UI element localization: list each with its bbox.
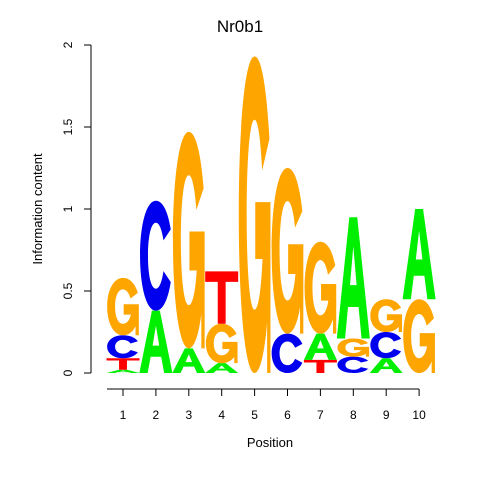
x-tick-label: 6: [284, 408, 291, 422]
y-axis-label: Information content: [30, 153, 45, 265]
x-tick-label: 7: [317, 408, 324, 422]
logo-letter-c-pos-6: [271, 333, 303, 374]
logo-letter-a-pos-9: [369, 358, 403, 373]
logo-letter-g-pos-5: [238, 56, 271, 373]
x-axis-label: Position: [247, 435, 293, 450]
y-tick-label: 0.5: [61, 282, 75, 299]
x-tick-label: 5: [251, 408, 258, 422]
logo-letter-g-pos-9: [370, 299, 403, 332]
logo-letter-t-pos-1: [106, 358, 140, 370]
y-tick-label: 0: [61, 369, 75, 376]
y-tick-label: 2: [61, 41, 75, 48]
x-tick-label: 4: [218, 408, 225, 422]
logo-letter-g-pos-3: [172, 131, 205, 349]
logo-letter-t-pos-7: [303, 359, 337, 373]
logo-letter-g-pos-6: [271, 168, 304, 334]
logo-letters: [106, 56, 436, 374]
logo-letter-t-pos-4: [205, 271, 239, 324]
logo-letter-a-pos-1: [106, 369, 140, 373]
logo-letter-a-pos-3: [172, 348, 206, 373]
x-tick-label: 3: [185, 408, 192, 422]
y-tick-label: 1: [61, 205, 75, 212]
logo-letter-a-pos-2: [139, 310, 173, 373]
x-axis: 1 2 3 4 5 6 7 8 9 10: [107, 388, 426, 422]
logo-letter-c-pos-1: [107, 335, 138, 359]
y-axis: 0 0.5 1 1.5 2: [61, 41, 92, 376]
logo-letter-g-pos-4: [205, 323, 238, 364]
logo-letter-g-pos-1: [107, 277, 139, 336]
x-tick-label: 9: [383, 408, 390, 422]
x-tick-label: 2: [153, 408, 160, 422]
logo-letter-a-pos-10: [402, 209, 436, 300]
x-tick-label: 10: [412, 408, 426, 422]
logo-letter-g-pos-7: [304, 241, 337, 334]
logo-letter-g-pos-8: [337, 338, 370, 357]
logo-letter-c-pos-8: [337, 356, 369, 373]
logo-letter-g-pos-10: [403, 299, 435, 374]
y-tick-label: 1.5: [61, 118, 75, 135]
x-tick-label: 8: [350, 408, 357, 422]
x-tick-label: 1: [120, 408, 127, 422]
logo-letter-c-pos-2: [140, 200, 171, 311]
logo-letter-c-pos-9: [370, 332, 402, 359]
chart-title: Nr0b1: [217, 17, 263, 36]
logo-letter-a-pos-7: [303, 333, 337, 360]
logo-letter-a-pos-4: [205, 363, 239, 373]
logo-letter-a-pos-8: [336, 217, 370, 339]
